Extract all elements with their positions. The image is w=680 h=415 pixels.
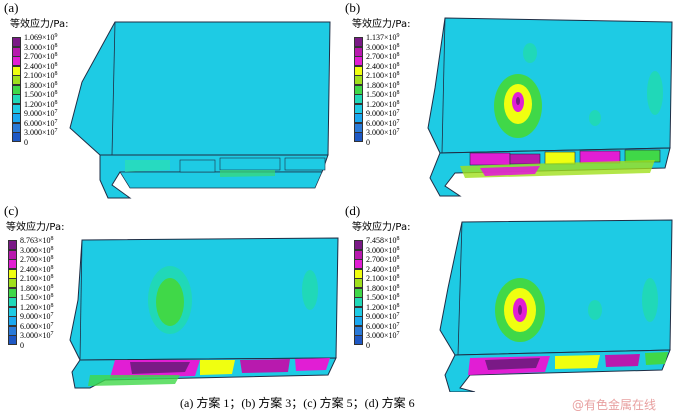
legend-item: 3.000×107 <box>6 331 86 345</box>
legend-b: 等效应力/Pa: 1.137×109 3.000×108 2.700×108 2.400… <box>352 20 447 170</box>
legend-value: 2.700×108 <box>366 52 400 61</box>
legend-value: 9.000×107 <box>366 109 400 118</box>
panel-label-b: (b) <box>345 0 361 15</box>
panel-label-c: (c) <box>4 203 19 218</box>
legend-title: 等效应力/Pa: <box>6 222 65 233</box>
legend-item: 0 <box>10 138 90 149</box>
legend-value: 1.069×109 <box>24 33 58 42</box>
legend-title: 等效应力/Pa: <box>352 222 411 233</box>
legend-value: 1.800×108 <box>366 283 400 293</box>
legend-value: 2.700×108 <box>366 255 400 264</box>
model-a <box>69 21 331 199</box>
legend-value: 1.500×108 <box>366 90 400 99</box>
legend-value: 3.000×107 <box>366 331 400 340</box>
legend-value: 3.000×107 <box>24 128 58 137</box>
legend-value: 2.400×108 <box>366 61 400 71</box>
legend-item: 3.000×107 <box>352 331 432 345</box>
legend-d: 等效应力/Pa: 7.458×108 3.000×108 2.700×108 2.400… <box>352 223 447 373</box>
legend-value: 2.700×108 <box>24 52 58 61</box>
legend-value: 1.500×108 <box>20 293 54 302</box>
legend-value: 1.800×108 <box>24 80 58 90</box>
legend-value: 6.000×107 <box>366 118 400 128</box>
legend-value: 2.400×108 <box>366 264 400 274</box>
model-b <box>427 17 673 197</box>
legend-a: 等效应力/Pa: 1.069×109 3.000×108 2.700×108 2.400… <box>10 20 105 170</box>
model-a-body <box>69 21 331 156</box>
legend-value: 9.000×107 <box>366 312 400 321</box>
legend-title: 等效应力/Pa: <box>352 19 411 30</box>
legend-value: 1.200×108 <box>20 302 54 312</box>
model-c-body <box>69 237 339 361</box>
legend-c: 等效应力/Pa: 8.763×108 3.000×108 2.700×108 2.400… <box>6 223 101 373</box>
legend-value: 3.000×108 <box>24 42 58 52</box>
legend-value: 3.000×107 <box>20 331 54 340</box>
legend-value: 0 <box>366 340 370 350</box>
model-b-body <box>427 17 673 154</box>
legend-value: 0 <box>20 340 24 350</box>
legend-value: 0 <box>24 137 28 147</box>
legend-value: 1.500×108 <box>24 90 58 99</box>
legend-value: 6.000×107 <box>24 118 58 128</box>
figure-caption: (a) 方案 1；(b) 方案 3；(c) 方案 5；(d) 方案 6 <box>180 396 415 410</box>
legend-value: 0 <box>366 137 370 147</box>
legend-value: 2.400×108 <box>20 264 54 274</box>
legend-swatch <box>354 132 363 142</box>
legend-value: 3.000×108 <box>366 42 400 52</box>
legend-value: 3.000×107 <box>366 128 400 137</box>
legend-value: 6.000×107 <box>366 321 400 331</box>
panel-label-a: (a) <box>4 0 19 15</box>
legend-value: 1.137×109 <box>366 33 400 42</box>
legend-swatch <box>8 335 17 345</box>
legend-value: 2.100×108 <box>24 71 58 80</box>
legend-value: 2.100×108 <box>366 71 400 80</box>
legend-value: 1.800×108 <box>20 283 54 293</box>
legend-value: 6.000×107 <box>20 321 54 331</box>
model-d <box>439 219 673 392</box>
model-c <box>69 237 339 389</box>
legend-value: 1.200×108 <box>366 302 400 312</box>
legend-value: 9.000×107 <box>20 312 54 321</box>
legend-value: 1.500×108 <box>366 293 400 302</box>
legend-item: 3.000×107 <box>352 128 432 142</box>
legend-value: 2.100×108 <box>366 274 400 283</box>
legend-value: 3.000×108 <box>366 245 400 255</box>
legend-value: 3.000×108 <box>20 245 54 255</box>
legend-value: 1.200×108 <box>24 99 58 109</box>
watermark: @有色金属在线 <box>572 398 657 412</box>
model-d-body <box>439 219 673 356</box>
legend-value: 2.700×108 <box>20 255 54 264</box>
legend-item: 0 <box>352 138 432 149</box>
legend-item: 3.000×107 <box>10 128 90 142</box>
legend-swatch <box>12 132 21 142</box>
legend-item: 0 <box>6 341 86 352</box>
legend-swatch <box>354 335 363 345</box>
legend-value: 9.000×107 <box>24 109 58 118</box>
legend-value: 8.763×108 <box>20 236 54 245</box>
legend-value: 1.200×108 <box>366 99 400 109</box>
legend-item: 0 <box>352 341 432 352</box>
legend-value: 7.458×108 <box>366 236 400 245</box>
panel-label-d: (d) <box>345 203 361 218</box>
legend-value: 2.400×108 <box>24 61 58 71</box>
legend-title: 等效应力/Pa: <box>10 19 69 30</box>
legend-value: 1.800×108 <box>366 80 400 90</box>
legend-value: 2.100×108 <box>20 274 54 283</box>
